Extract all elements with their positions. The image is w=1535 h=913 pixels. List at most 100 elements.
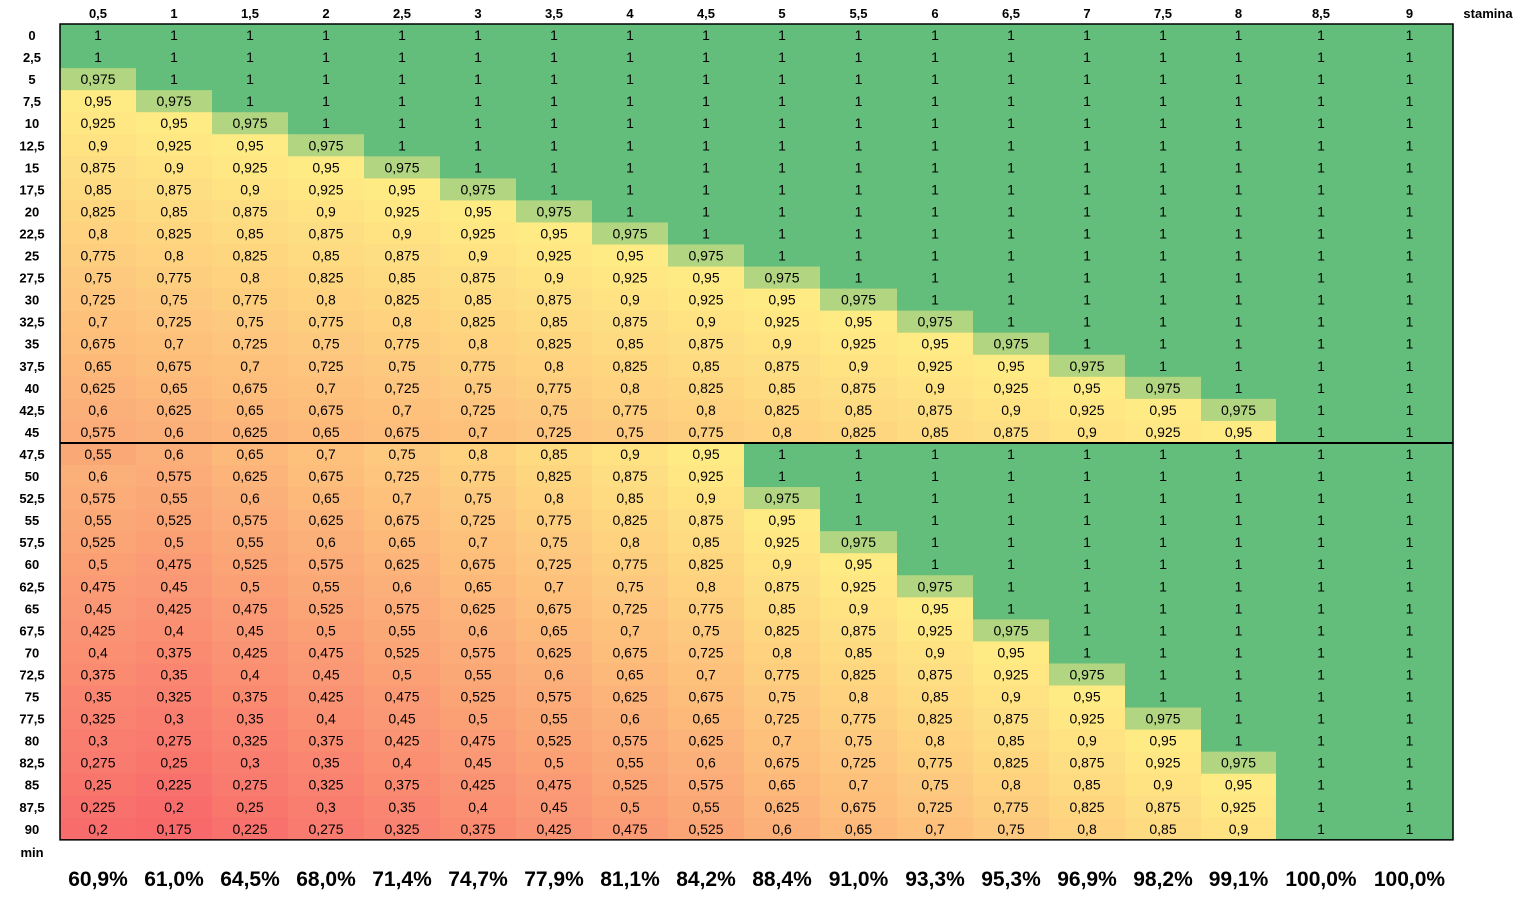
heatmap-cell	[440, 685, 517, 709]
cell-value-label: 1	[1235, 270, 1243, 286]
cell-value-label: 0,85	[84, 181, 111, 197]
cell-value-label: 0,6	[620, 711, 640, 727]
cell-value-label: 1	[626, 49, 634, 65]
heatmap-cell	[364, 795, 441, 819]
cell-value-label: 1	[855, 270, 863, 286]
cell-value-label: 0,7	[849, 777, 869, 793]
heatmap-cell	[440, 332, 517, 356]
heatmap-cell	[668, 112, 745, 135]
heatmap-cell	[516, 376, 593, 400]
cell-value-label: 0,975	[688, 248, 723, 264]
heatmap-cell	[60, 707, 137, 731]
cell-value-label: 1	[1317, 534, 1325, 550]
cell-value-label: 0,9	[1001, 402, 1021, 418]
heatmap-cell	[212, 310, 289, 334]
cell-value-label: 0,775	[536, 512, 571, 528]
heatmap-cell	[897, 90, 974, 113]
heatmap-cell	[744, 531, 821, 554]
cell-value-label: 0,35	[312, 755, 339, 771]
cell-value-label: 1	[931, 27, 939, 43]
cell-value-label: 0,625	[308, 512, 343, 528]
cell-value-label: 0,95	[616, 248, 643, 264]
cell-value-label: 0,3	[316, 799, 336, 815]
cell-value-label: 0,975	[917, 578, 952, 594]
heatmap-cell	[973, 332, 1050, 356]
heatmap-cell	[136, 420, 213, 444]
cell-value-label: 0,85	[692, 534, 719, 550]
cell-value-label: 1	[170, 49, 178, 65]
heatmap-cell	[1366, 68, 1454, 91]
heatmap-cell	[744, 509, 821, 532]
heatmap-cell	[1366, 685, 1454, 709]
heatmap-cell	[212, 619, 289, 642]
cell-value-label: 0,75	[540, 402, 567, 418]
cell-value-label: 1	[1317, 115, 1325, 131]
heatmap-cell	[668, 817, 745, 841]
cell-value-label: 0,775	[612, 556, 647, 572]
heatmap-cell	[136, 442, 213, 466]
cell-value-label: 1	[778, 468, 786, 484]
row-tick-label: 45	[25, 425, 39, 440]
cell-value-label: 0,575	[80, 424, 115, 440]
cell-value-label: 0,75	[997, 821, 1024, 837]
heatmap-cell	[897, 310, 974, 334]
cell-value-label: 0,575	[384, 600, 419, 616]
cell-value-label: 0,75	[464, 490, 491, 506]
cell-value-label: 0,65	[388, 534, 415, 550]
cell-value-label: 0,9	[1001, 689, 1021, 705]
heatmap-cell	[1201, 310, 1277, 334]
cell-value-label: 0,925	[917, 622, 952, 638]
cell-value-label: 1	[1406, 446, 1414, 462]
cell-value-label: 0,775	[764, 666, 799, 682]
cell-value-label: 1	[246, 27, 254, 43]
heatmap-cell	[668, 465, 745, 488]
heatmap-cell	[288, 354, 365, 378]
cell-value-label: 1	[1083, 600, 1091, 616]
cell-value-label: 0,525	[612, 777, 647, 793]
heatmap-cell	[973, 156, 1050, 179]
cell-value-label: 1	[1406, 556, 1414, 572]
heatmap-cell	[364, 442, 441, 466]
cell-value-label: 1	[1317, 689, 1325, 705]
heatmap-cell	[1049, 442, 1126, 466]
cell-value-label: 0,85	[236, 225, 263, 241]
cell-value-label: 0,95	[845, 556, 872, 572]
cell-value-label: 0,7	[240, 358, 260, 374]
cell-value-label: 0,975	[841, 534, 876, 550]
cell-value-label: 1	[855, 248, 863, 264]
cell-value-label: 0,7	[316, 380, 336, 396]
heatmap-cell	[668, 178, 745, 201]
column-summary-label: 81,1%	[600, 868, 660, 891]
heatmap-cell	[212, 376, 289, 400]
cell-value-label: 0,725	[764, 711, 799, 727]
row-tick-label: 7,5	[23, 94, 41, 109]
cell-value-label: 0,975	[1221, 402, 1256, 418]
heatmap-cell	[1276, 288, 1367, 312]
heatmap-cell	[212, 641, 289, 665]
cell-value-label: 1	[931, 468, 939, 484]
cell-value-label: 0,3	[164, 711, 184, 727]
cell-value-label: 1	[1235, 314, 1243, 330]
heatmap-cell	[440, 487, 517, 510]
heatmap-cell	[1049, 619, 1126, 642]
cell-value-label: 0,7	[164, 336, 184, 352]
heatmap-cell	[288, 442, 365, 466]
cell-value-label: 0,8	[544, 490, 564, 506]
heatmap-cell	[744, 310, 821, 334]
heatmap-cell	[897, 531, 974, 554]
heatmap-cell	[288, 68, 365, 91]
heatmap-cell	[1276, 178, 1367, 201]
cell-value-label: 0,95	[464, 203, 491, 219]
heatmap-cell	[1201, 68, 1277, 91]
cell-value-label: 1	[1007, 225, 1015, 241]
cell-value-label: 1	[1235, 468, 1243, 484]
heatmap-cell	[820, 398, 898, 422]
heatmap-cell	[592, 663, 669, 687]
heatmap-cell	[744, 200, 821, 224]
cell-value-label: 0,975	[764, 490, 799, 506]
cell-value-label: 1	[1235, 159, 1243, 175]
heatmap-cell	[1125, 729, 1202, 753]
cell-value-label: 1	[778, 181, 786, 197]
heatmap-cell	[820, 46, 898, 69]
row-tick-label: 87,5	[19, 800, 44, 815]
